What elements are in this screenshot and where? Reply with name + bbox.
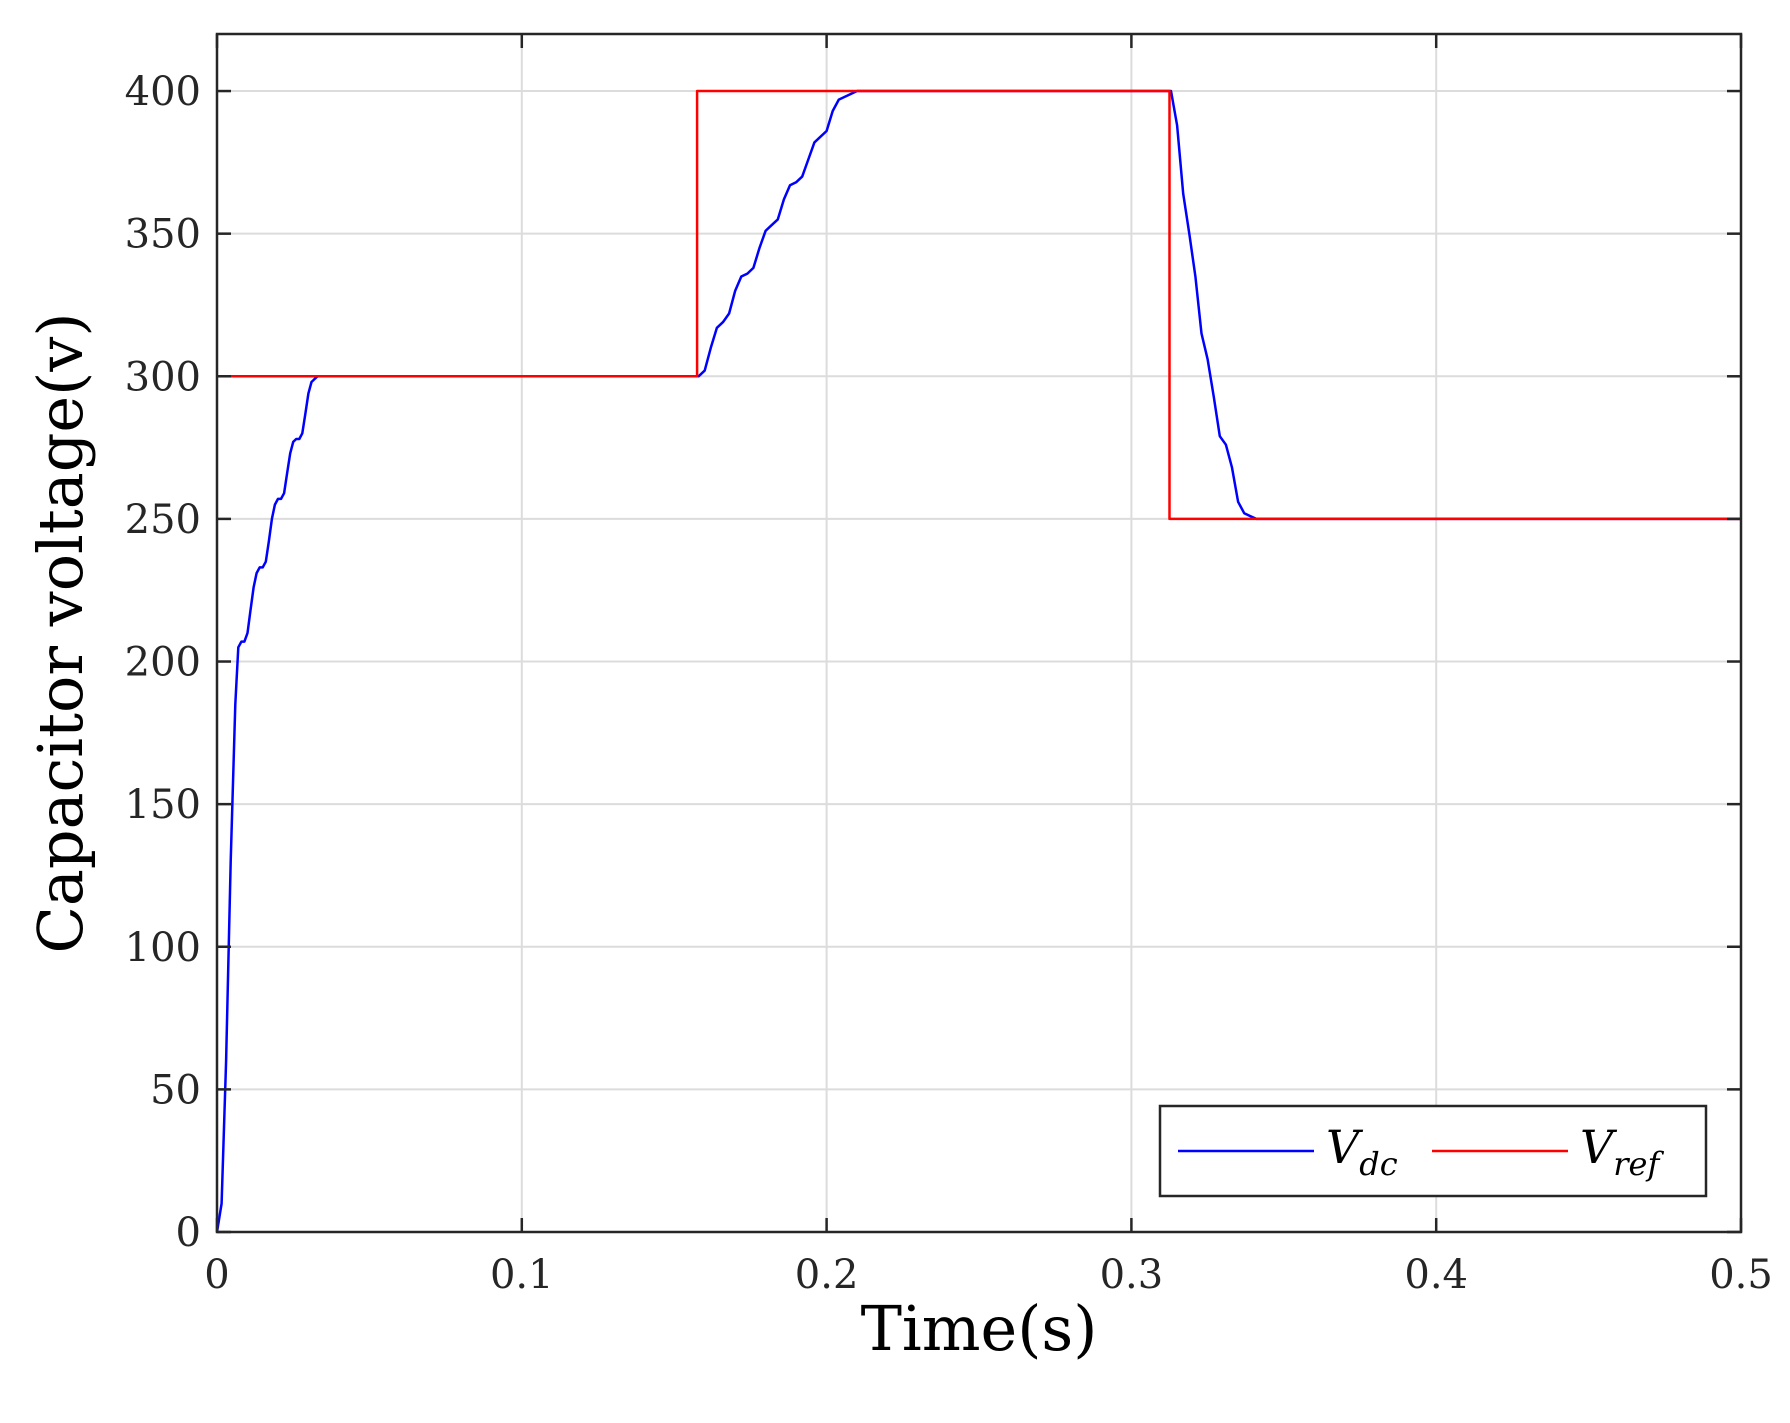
y-tick-label: 100 xyxy=(125,925,201,971)
x-tick-label: 0.4 xyxy=(1404,1252,1468,1298)
y-tick-label: 400 xyxy=(125,69,201,115)
x-tick-label: 0.5 xyxy=(1709,1252,1773,1298)
tick-labels: 0 0.1 0.2 0.3 0.4 0.5 0 50 100 150 200 250 300 350 400 xyxy=(125,69,1773,1298)
legend-label-vref-main: V xyxy=(1580,1120,1618,1174)
y-tick-label: 250 xyxy=(125,497,201,543)
y-tick-label: 200 xyxy=(125,640,201,686)
y-tick-label: 300 xyxy=(125,354,201,400)
series-lines xyxy=(215,89,1741,1233)
x-tick-label: 0.3 xyxy=(1100,1252,1164,1298)
x-tick-label: 0.2 xyxy=(795,1252,859,1298)
series-line-dc xyxy=(215,89,1741,1233)
x-axis-title: Time(s) xyxy=(861,1292,1098,1365)
y-tick-label: 150 xyxy=(125,782,201,828)
y-tick-label: 50 xyxy=(150,1067,201,1113)
x-tick-label: 0.1 xyxy=(490,1252,554,1298)
y-axis-title: Capacitor voltage(v) xyxy=(24,312,97,953)
x-tick-label: 0 xyxy=(204,1252,229,1298)
series-line-ref xyxy=(217,89,1741,521)
legend-label-vref-sub: ref xyxy=(1613,1145,1664,1183)
y-tick-label: 0 xyxy=(176,1210,201,1256)
legend: Vdc Vref xyxy=(1158,1104,1708,1198)
grid-lines xyxy=(217,34,1741,1232)
legend-label-vref: Vref xyxy=(1580,1120,1664,1183)
plot-frame xyxy=(215,32,1743,1234)
y-tick-label: 350 xyxy=(125,212,201,258)
legend-label-vdc-main: V xyxy=(1326,1120,1364,1174)
legend-label-vdc-sub: dc xyxy=(1359,1145,1397,1183)
axes xyxy=(215,32,1743,1234)
legend-label-vdc: Vdc xyxy=(1326,1120,1398,1183)
